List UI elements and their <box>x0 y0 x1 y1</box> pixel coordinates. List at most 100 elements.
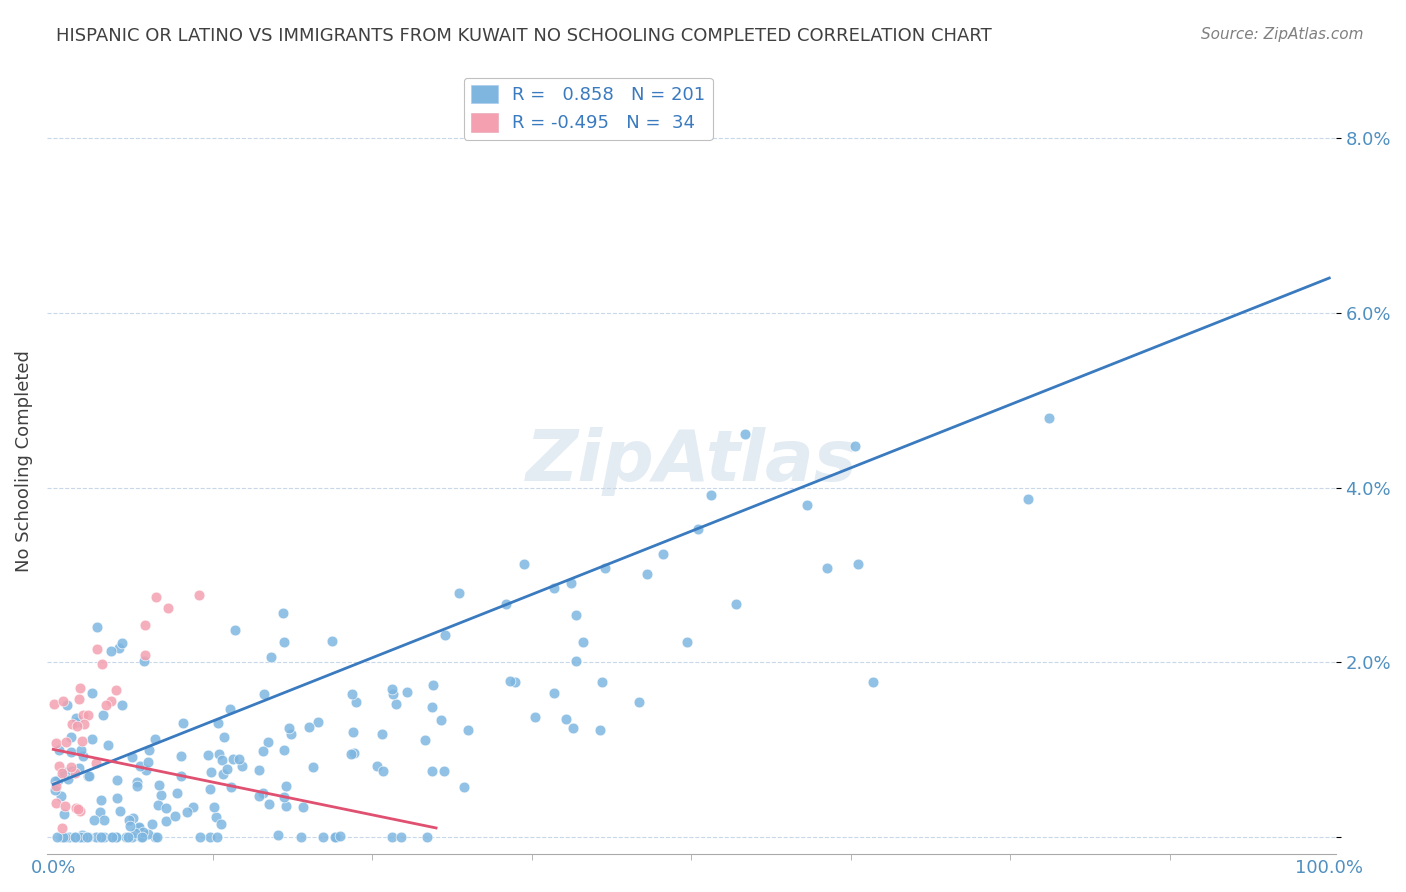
Point <box>135 763 157 777</box>
Point <box>298 720 321 734</box>
Point <box>134 618 156 632</box>
Point <box>197 747 219 762</box>
Point <box>290 830 312 844</box>
Point <box>329 829 352 843</box>
Point <box>381 682 404 697</box>
Point <box>381 830 404 844</box>
Point <box>118 813 141 827</box>
Point <box>796 499 818 513</box>
Point <box>278 722 301 736</box>
Point <box>321 634 343 648</box>
Point <box>734 427 756 442</box>
Point <box>846 558 869 572</box>
Point <box>200 830 222 844</box>
Point <box>125 779 148 793</box>
Point <box>252 744 274 758</box>
Point <box>211 753 233 767</box>
Point <box>371 727 394 741</box>
Point <box>111 635 134 649</box>
Point <box>150 788 173 802</box>
Point <box>63 830 86 844</box>
Point <box>129 830 152 844</box>
Point <box>433 764 456 779</box>
Point <box>111 698 134 712</box>
Point <box>132 654 155 668</box>
Point <box>247 789 270 804</box>
Point <box>565 654 588 668</box>
Point <box>73 717 96 731</box>
Point <box>69 805 91 819</box>
Point <box>146 830 169 844</box>
Point <box>342 687 364 701</box>
Point <box>49 830 72 844</box>
Text: Source: ZipAtlas.com: Source: ZipAtlas.com <box>1201 27 1364 42</box>
Point <box>84 830 107 844</box>
Point <box>72 830 94 844</box>
Point <box>212 730 235 744</box>
Point <box>70 828 93 842</box>
Point <box>121 830 143 844</box>
Point <box>143 830 166 844</box>
Point <box>221 780 243 794</box>
Point <box>115 830 138 844</box>
Point <box>371 764 394 779</box>
Point <box>433 628 456 642</box>
Point <box>1017 492 1039 507</box>
Point <box>302 759 325 773</box>
Point <box>51 789 73 804</box>
Point <box>415 732 437 747</box>
Point <box>48 759 70 773</box>
Point <box>90 830 112 844</box>
Point <box>274 799 297 814</box>
Point <box>344 695 367 709</box>
Point <box>291 799 314 814</box>
Point <box>499 674 522 689</box>
Point <box>105 830 128 844</box>
Point <box>89 805 111 819</box>
Point <box>205 810 228 824</box>
Point <box>155 800 177 814</box>
Point <box>200 765 222 780</box>
Point <box>202 800 225 814</box>
Point <box>108 640 131 655</box>
Point <box>45 735 67 749</box>
Point <box>188 588 211 602</box>
Point <box>121 750 143 764</box>
Point <box>93 813 115 827</box>
Point <box>51 765 73 780</box>
Point <box>44 773 66 788</box>
Point <box>48 743 70 757</box>
Point <box>342 724 364 739</box>
Point <box>105 773 128 788</box>
Point <box>120 819 142 833</box>
Point <box>589 723 612 737</box>
Point <box>100 643 122 657</box>
Point <box>591 674 613 689</box>
Legend: R =   0.858   N = 201, R = -0.495   N =  34: R = 0.858 N = 201, R = -0.495 N = 34 <box>464 78 713 140</box>
Point <box>72 748 94 763</box>
Point <box>224 623 246 637</box>
Point <box>69 761 91 775</box>
Point <box>273 635 295 649</box>
Text: ZipAtlas: ZipAtlas <box>526 427 858 496</box>
Point <box>66 719 89 733</box>
Point <box>60 730 83 744</box>
Point <box>52 764 75 779</box>
Point <box>280 727 302 741</box>
Point <box>108 805 131 819</box>
Point <box>155 814 177 828</box>
Point <box>323 830 346 844</box>
Point <box>170 748 193 763</box>
Point <box>66 715 89 730</box>
Point <box>276 779 298 793</box>
Point <box>129 758 152 772</box>
Point <box>725 597 748 611</box>
Point <box>157 601 180 615</box>
Point <box>46 830 69 844</box>
Point <box>700 487 723 501</box>
Point <box>447 586 470 600</box>
Point <box>148 778 170 792</box>
Point <box>69 830 91 844</box>
Point <box>543 581 565 595</box>
Point <box>209 817 232 831</box>
